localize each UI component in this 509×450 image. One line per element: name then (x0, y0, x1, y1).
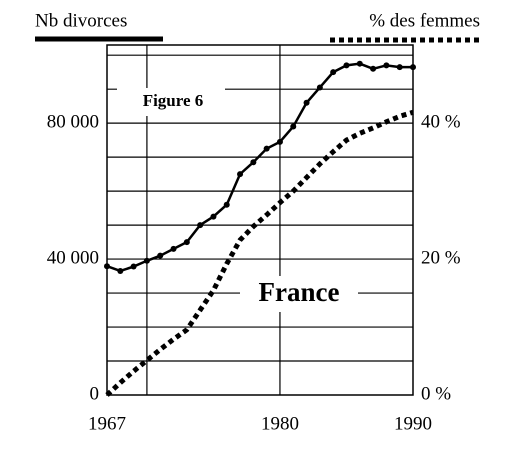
annotation-box (240, 276, 358, 312)
plot-frame (106, 44, 414, 396)
point (143, 257, 150, 264)
x-tick-label: 1967 (88, 413, 126, 434)
point (383, 62, 390, 69)
point (396, 64, 403, 71)
point (276, 138, 283, 145)
point (170, 245, 177, 252)
point (290, 123, 297, 130)
y-tick-label: 40 000 (47, 247, 99, 268)
annotation-box (117, 88, 225, 116)
point (250, 159, 257, 166)
point (104, 263, 110, 270)
y-tick-label: 80 000 (47, 112, 99, 133)
point (316, 84, 323, 91)
point (223, 201, 230, 208)
point (210, 213, 217, 220)
legend-label: Nb divorces (35, 10, 127, 31)
y-tick-label: 0 (90, 383, 100, 404)
point (237, 171, 244, 178)
point (356, 60, 363, 67)
x-tick-label: 1980 (261, 413, 299, 434)
point (130, 263, 137, 270)
y2-tick-label: 40 % (421, 112, 461, 133)
annotation: Figure 6 (143, 91, 204, 110)
point (410, 64, 416, 71)
y2-tick-label: 20 % (421, 247, 461, 268)
point (370, 65, 377, 72)
point (197, 222, 204, 229)
point (343, 62, 350, 69)
legend-label: % des femmes (369, 10, 480, 31)
point (263, 145, 270, 152)
point (330, 69, 337, 76)
point (303, 99, 310, 106)
point (157, 252, 164, 259)
x-tick-label: 1990 (394, 413, 432, 434)
annotation: France (259, 277, 340, 307)
point (183, 239, 190, 246)
series-line (105, 109, 414, 397)
y2-tick-label: 0 % (421, 383, 451, 404)
point (117, 267, 124, 274)
